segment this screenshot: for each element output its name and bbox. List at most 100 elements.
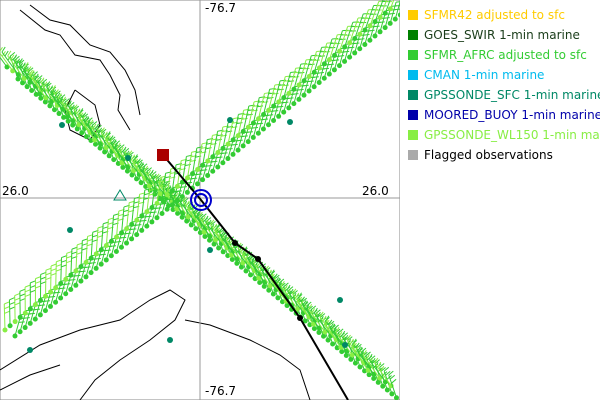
barb-flag (300, 296, 305, 303)
barb-flag (198, 211, 203, 218)
obs-point (205, 158, 211, 164)
barb-flag (10, 54, 15, 61)
barb-flag (95, 123, 100, 130)
obs-point (79, 130, 85, 136)
obs-point (357, 31, 363, 37)
barb-flag (378, 21, 385, 23)
obs-point (63, 291, 69, 297)
barb-flag (12, 54, 18, 60)
barb-flag (44, 300, 51, 302)
barb-flag (274, 277, 280, 283)
obs-point (330, 341, 336, 347)
obs-point (266, 107, 272, 113)
barb-flag (28, 69, 33, 76)
obs-point (382, 25, 388, 31)
barb-flag (195, 212, 201, 218)
obs-point (392, 16, 398, 22)
barb-flag (311, 54, 318, 57)
barb-flag (109, 135, 114, 141)
obs-point (118, 244, 124, 250)
barb-flag (305, 304, 310, 310)
coastline (184, 319, 311, 400)
barb-flag (152, 173, 157, 180)
barb-flag (263, 96, 270, 99)
barb-flag (250, 258, 255, 264)
obs-point (2, 327, 8, 333)
barb-flag (73, 105, 79, 111)
obs-point (74, 126, 80, 132)
barb-flag (396, 1, 400, 3)
barb-flag (241, 135, 248, 138)
barb-flag (358, 38, 365, 40)
obs-point (250, 134, 256, 140)
barb-flag (50, 88, 55, 95)
barb-flag (368, 353, 373, 360)
obs-point (197, 230, 203, 236)
obs-point (257, 280, 263, 286)
barb-flag (4, 301, 10, 305)
obs-point (180, 210, 186, 216)
barb-flag (363, 34, 370, 36)
obs-point (250, 120, 256, 126)
obs-point (220, 145, 226, 151)
obs-point (377, 375, 383, 381)
observations (0, 0, 400, 400)
obs-point (347, 40, 353, 46)
obs-point (68, 287, 74, 293)
barb-flag (14, 55, 20, 61)
barb-flag (79, 108, 84, 114)
obs-point (271, 103, 277, 109)
obs-point (20, 80, 26, 86)
barb-flag (24, 284, 31, 288)
obs-point (339, 349, 345, 355)
obs-point (296, 96, 302, 102)
barb-flag (187, 204, 192, 210)
barb-flag (114, 140, 121, 145)
obs-point (316, 65, 322, 71)
barb-flag (41, 78, 48, 84)
track-points (232, 240, 303, 321)
legend-entry: GOES_SWIR 1-min marine (408, 28, 580, 42)
barb-flag (24, 293, 31, 297)
barb-flag (220, 231, 225, 237)
obs-point (188, 222, 194, 228)
legend-label: MOORED_BUOY 1-min marine (424, 108, 600, 122)
barb-flag (139, 162, 144, 168)
barb-flag (67, 100, 72, 107)
barb-flag (286, 284, 291, 291)
obs-point (124, 168, 130, 174)
obs-point (342, 44, 348, 50)
barb-flag (221, 231, 226, 238)
obs-point (202, 233, 208, 239)
barb-flag (312, 76, 319, 78)
start-marker (157, 149, 169, 161)
barb-flag (297, 88, 304, 91)
obs-point (93, 251, 99, 257)
obs-point (321, 61, 327, 67)
obs-point (73, 268, 79, 274)
barb-flag (23, 317, 30, 319)
obs-point (73, 282, 79, 288)
barb-flag (150, 211, 157, 214)
obs-point (387, 6, 393, 12)
barb-flag (332, 327, 337, 333)
obs-point (334, 345, 340, 351)
barb-flag (298, 72, 305, 74)
obs-point (397, 12, 400, 18)
barb-flag (258, 100, 265, 103)
obs-point (291, 101, 297, 107)
barb-flag (322, 315, 327, 322)
obs-point (210, 154, 216, 160)
barb-flag (105, 135, 110, 141)
barb-flag (262, 118, 269, 121)
barb-flag (380, 367, 386, 372)
obs-point (154, 215, 160, 221)
barb-flag (295, 67, 302, 69)
wind-barb (379, 0, 388, 18)
barb-flag (60, 94, 66, 99)
legend-swatch (408, 130, 418, 140)
obs-point (185, 214, 191, 220)
barb-flag (289, 288, 294, 295)
obs-point (234, 256, 240, 262)
obs-point (17, 329, 23, 335)
